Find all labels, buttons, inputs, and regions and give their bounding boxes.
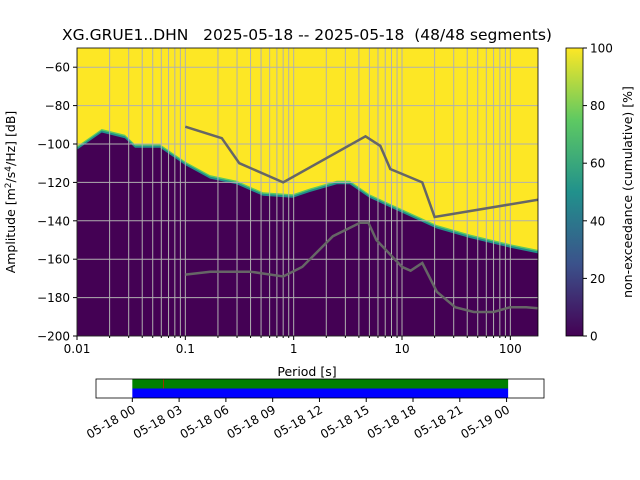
y-tick-label: −80 <box>45 99 70 113</box>
colorbar-tick-label: 20 <box>590 272 605 286</box>
ppsd-heatmap <box>77 48 538 336</box>
data-coverage-bar <box>132 379 509 389</box>
timeline-tick-label: 05-18 03 <box>131 402 185 441</box>
colorbar-label: non-exceedance (cumulative) [%] <box>620 86 635 298</box>
colorbar-tick-label: 40 <box>590 214 605 228</box>
y-tick-label: −120 <box>37 176 70 190</box>
timeline-tick-label: 05-18 21 <box>412 402 466 441</box>
y-tick-label: −100 <box>37 138 70 152</box>
timeline-tick-label: 05-18 00 <box>84 402 138 441</box>
x-tick-label: 0.01 <box>64 342 91 356</box>
colorbar-ticks: 0 20 40 60 80 100 <box>583 42 613 344</box>
colorbar <box>565 47 584 337</box>
colorbar-tick-label: 100 <box>590 42 613 56</box>
y-tick-label: −200 <box>37 330 70 344</box>
colorbar-tick-label: 80 <box>590 99 605 113</box>
colorbar-tick-label: 0 <box>590 330 598 344</box>
y-tick-label: −140 <box>37 214 70 228</box>
used-segments-bar <box>132 388 509 398</box>
main-axes: 0.01 0.1 1 10 100 −60 −80 −100 −120 −140 −160 −180 −… <box>37 47 539 356</box>
y-tick-label: −60 <box>45 61 70 75</box>
x-axis-label: Period [s] <box>277 364 336 379</box>
timeline-tick-label: 05-18 06 <box>178 402 232 441</box>
timeline-frame <box>95 378 545 399</box>
timeline-tick-label: 05-18 09 <box>224 402 278 441</box>
x-tick-label: 0.1 <box>176 342 195 356</box>
y-tick-label: −180 <box>37 291 70 305</box>
timeline-tick-label: 05-18 15 <box>318 402 372 441</box>
plot-frame <box>76 47 539 337</box>
timeline-tick-label: 05-18 12 <box>271 402 325 441</box>
y-tick-label: −160 <box>37 253 70 267</box>
non-exceedance-region-0 <box>77 132 538 336</box>
low-noise-model-line <box>185 221 538 314</box>
timeline-tick-label: 05-19 00 <box>458 402 512 441</box>
timeline-tick-label: 05-18 18 <box>365 402 419 441</box>
y-axis-label: Amplitude [m2/s4/Hz] [dB] <box>3 111 18 274</box>
colorbar-tick-label: 60 <box>590 157 605 171</box>
chart-title: XG.GRUE1..DHN 2025-05-18 -- 2025-05-18 (… <box>62 26 552 44</box>
high-noise-model-line <box>184 125 538 219</box>
x-tick-label: 10 <box>394 342 409 356</box>
x-tick-label: 100 <box>499 342 522 356</box>
x-tick-label: 1 <box>290 342 298 356</box>
